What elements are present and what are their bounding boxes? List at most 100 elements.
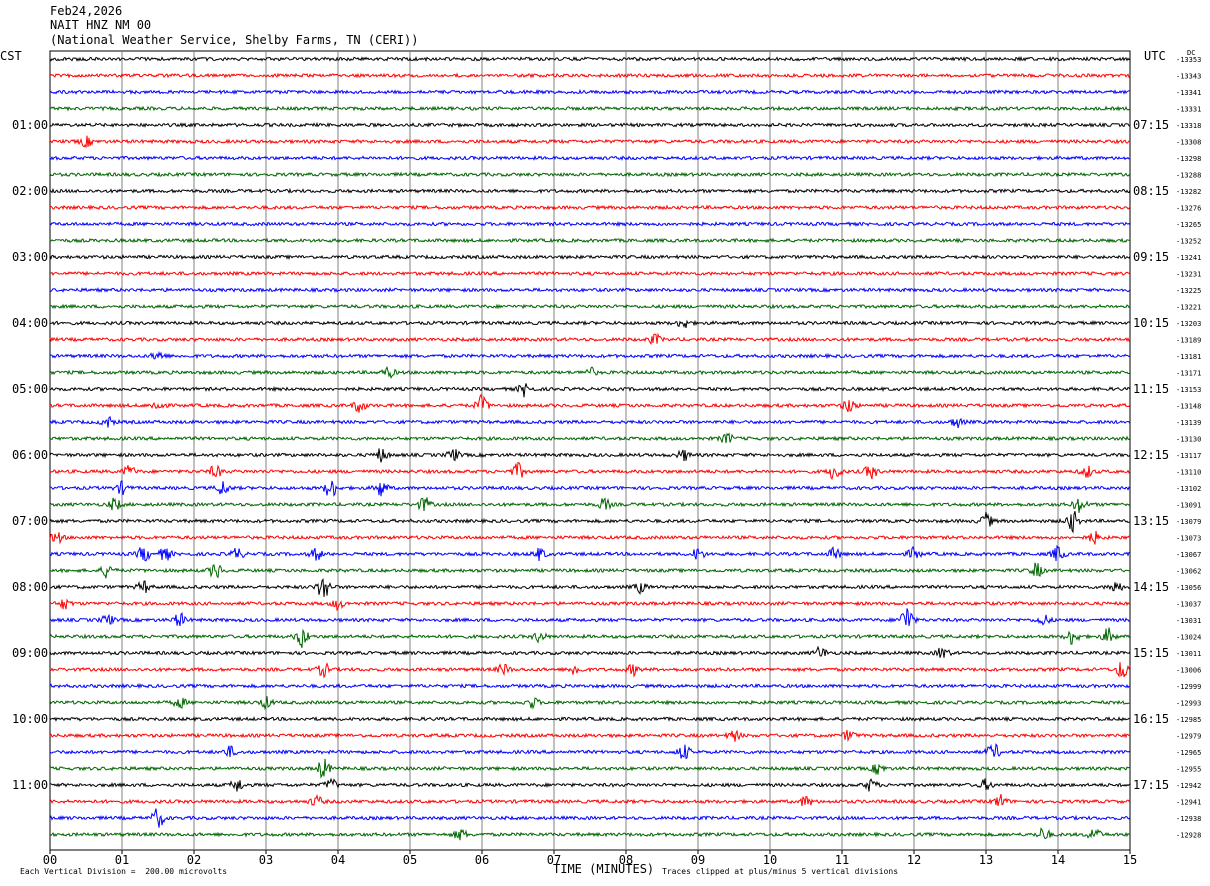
seismic-trace (49, 55, 1131, 63)
seismic-trace (49, 332, 1131, 346)
plot-frame (49, 50, 1131, 851)
dc-offset-label: -13181 (1176, 353, 1201, 361)
dc-offset-label: -13203 (1176, 320, 1201, 328)
scale-note: Each Vertical Division = 200.00 microvol… (20, 867, 228, 876)
cst-hour-label: 01:00 (12, 118, 48, 132)
dc-offset-label: -13062 (1176, 568, 1201, 576)
dc-offset-label: -13288 (1176, 172, 1201, 180)
x-tick-label: 11 (835, 853, 849, 867)
dc-offset-label: -13318 (1176, 122, 1201, 130)
utc-hour-label: 14:15 (1133, 580, 1169, 594)
cst-hour-label: 06:00 (12, 448, 48, 462)
dc-label: DC (1187, 49, 1196, 57)
cst-hour-label: 04:00 (12, 316, 48, 330)
dc-offset-label: -13130 (1176, 436, 1201, 444)
cst-hour-label: 09:00 (12, 646, 48, 660)
seismic-trace (49, 415, 1131, 429)
seismic-trace (49, 530, 1131, 545)
seismic-trace (49, 237, 1131, 244)
dc-offset-label: -12985 (1176, 716, 1201, 724)
dc-offset-label: -13276 (1176, 205, 1201, 213)
x-tick-label: 00 (43, 853, 57, 867)
dc-offset-label: -13282 (1176, 188, 1201, 196)
utc-hour-label: 15:15 (1133, 646, 1169, 660)
seismic-trace (49, 758, 1131, 779)
seismic-trace (49, 777, 1131, 792)
seismic-trace (49, 105, 1131, 112)
dc-offset-label: -13298 (1176, 155, 1201, 163)
seismic-trace (50, 480, 1131, 497)
dc-offset-label: -13079 (1176, 518, 1201, 526)
seismic-trace (49, 432, 1131, 444)
dc-offset-label: -13110 (1176, 469, 1201, 477)
x-tick-label: 10 (763, 853, 777, 867)
utc-hour-label: 17:15 (1133, 778, 1169, 792)
dc-offset-label: -12938 (1176, 815, 1201, 823)
dc-offset-label: -13067 (1176, 551, 1201, 559)
seismic-trace (49, 716, 1131, 723)
x-tick-label: 15 (1123, 853, 1137, 867)
clip-note: Traces clipped at plus/minus 5 vertical … (662, 867, 899, 876)
cst-hour-label: 02:00 (12, 184, 48, 198)
dc-offset-label: -13171 (1176, 370, 1201, 378)
x-tick-label: 14 (1051, 853, 1065, 867)
dc-offset-label: -13241 (1176, 254, 1201, 262)
x-tick-label: 04 (331, 853, 345, 867)
utc-axis-label: UTC (1144, 49, 1166, 63)
seismic-trace (49, 393, 1131, 413)
seismic-trace (49, 121, 1131, 129)
seismic-trace (49, 645, 1131, 658)
cst-hour-label: 07:00 (12, 514, 48, 528)
dc-offset-label: -12979 (1176, 733, 1201, 741)
seismic-trace (49, 171, 1131, 178)
station-name: NAIT HNZ NM 00 (50, 18, 152, 32)
dc-offset-label: -12955 (1176, 766, 1201, 774)
utc-hour-label: 08:15 (1133, 184, 1169, 198)
dc-offset-label: -13031 (1176, 617, 1201, 625)
dc-offset-label: -12999 (1176, 683, 1201, 691)
utc-hour-label: 13:15 (1133, 514, 1169, 528)
seismic-trace (50, 598, 1131, 612)
seismic-trace (49, 743, 1131, 760)
seismic-trace (49, 350, 1131, 360)
seismic-trace (49, 154, 1131, 162)
dc-offset-label: -13073 (1176, 535, 1201, 543)
dc-offset-label: -13331 (1176, 106, 1201, 114)
seismic-trace (49, 303, 1131, 310)
dc-offset-label: -13308 (1176, 139, 1201, 147)
seismic-trace (49, 365, 1131, 380)
dc-offset-label: -12942 (1176, 782, 1201, 790)
seismic-trace (49, 220, 1131, 228)
seismic-trace (49, 793, 1131, 807)
dc-offset-label: -13148 (1176, 403, 1201, 411)
x-tick-label: 05 (403, 853, 417, 867)
cst-hour-label: 08:00 (12, 580, 48, 594)
dc-offset-label: -12941 (1176, 799, 1201, 807)
seismic-trace (49, 383, 1131, 398)
seismic-trace (49, 286, 1131, 294)
seismic-trace (49, 808, 1131, 828)
seismic-trace (49, 319, 1131, 329)
x-tick-label: 06 (475, 853, 489, 867)
dc-offset-label: -13265 (1176, 221, 1201, 229)
seismic-trace (49, 729, 1130, 743)
seismic-trace (49, 662, 1131, 679)
x-tick-label: 01 (115, 853, 129, 867)
dc-offset-label: -13139 (1176, 419, 1201, 427)
seismic-trace (49, 578, 1131, 597)
network-name: (National Weather Service, Shelby Farms,… (50, 33, 419, 47)
seismic-trace (49, 827, 1131, 841)
seismic-trace (49, 135, 1131, 149)
dc-offset-label: -13011 (1176, 650, 1201, 658)
cst-hour-label: 10:00 (12, 712, 48, 726)
dc-offset-label: -12993 (1176, 700, 1201, 708)
seismic-trace (49, 608, 1131, 627)
seismic-trace (49, 562, 1130, 579)
seismic-trace (49, 461, 1131, 481)
seismic-trace (49, 448, 1131, 463)
dc-offset-label: -13037 (1176, 601, 1201, 609)
dc-offset-label: -12965 (1176, 749, 1201, 757)
seismic-trace (49, 270, 1131, 277)
cst-axis-label: CST (0, 49, 22, 63)
